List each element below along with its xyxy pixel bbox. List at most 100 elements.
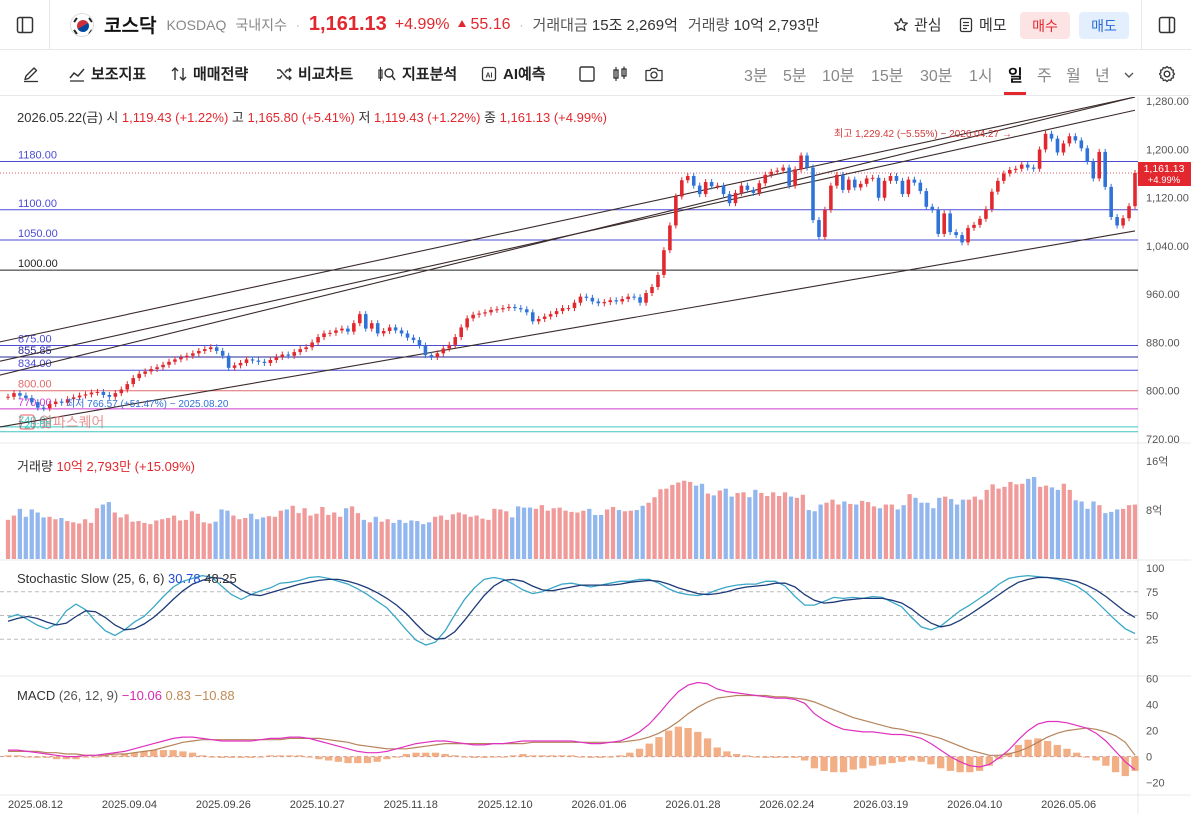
volume-bar [782, 492, 788, 559]
timeframe-more-button[interactable] [1118, 64, 1140, 86]
candle-body [316, 337, 320, 343]
macd-axis-label: 60 [1146, 674, 1158, 686]
volume-bar [545, 510, 550, 559]
candle-body [417, 340, 422, 346]
macd-histogram-bar [937, 756, 945, 769]
drawing-tool-button[interactable] [20, 63, 42, 85]
macd-histogram-bar [188, 752, 197, 757]
candle-body [429, 355, 434, 357]
macd-histogram-bar [1073, 752, 1081, 757]
ai-forecast-button[interactable]: AI AI예측 [480, 63, 546, 84]
macd-histogram-bar [324, 756, 333, 761]
analysis-button[interactable]: 지표분석 [377, 63, 457, 84]
macd-histogram-bar [14, 755, 22, 757]
volume-bar [290, 505, 295, 559]
timeframe-year[interactable]: 년 [1095, 68, 1110, 85]
macd-histogram-bar [1121, 756, 1129, 777]
macd-histogram-bar [490, 756, 498, 758]
volume-bar [960, 499, 966, 559]
timeframe-5min[interactable]: 5분 [783, 68, 807, 85]
chart-toolbar: 보조지표 매매전략 비교차트 지표분석 AI AI예측 3분 5분 10분 15… [0, 51, 1191, 96]
candle-body [280, 354, 285, 357]
side-panel-toggle-button[interactable] [1141, 0, 1191, 50]
x-axis-date-label: 2025.09.04 [102, 799, 157, 811]
volume-bar [1002, 486, 1007, 559]
price-axis-label: 1,120.00 [1146, 193, 1189, 205]
timeframe-3min[interactable]: 3분 [744, 68, 768, 85]
candle-body [876, 177, 881, 198]
volume-bar [11, 515, 17, 559]
macd-histogram-bar [762, 756, 770, 758]
sidebar-toggle-button[interactable] [0, 0, 50, 50]
volume-bar [343, 508, 349, 559]
candle-body [47, 404, 52, 409]
watch-button[interactable]: 관심 [893, 14, 942, 35]
timeframe-day[interactable]: 일 [1008, 68, 1023, 85]
candle-body [77, 395, 82, 398]
screenshot-button[interactable] [643, 63, 665, 85]
sell-button[interactable]: 매도 [1079, 12, 1129, 39]
panel-left-icon [16, 16, 33, 33]
volume-bar [35, 512, 40, 559]
indicator-button[interactable]: 보조지표 [68, 63, 146, 84]
volume-stat: 거래량 10억 2,793만 [687, 17, 820, 34]
macd-histogram-bar [577, 756, 585, 758]
macd-histogram-bar [169, 750, 177, 757]
x-axis-date-label: 2026.01.28 [665, 799, 720, 811]
macd-axis-label: −20 [1146, 778, 1165, 790]
volume-bar [557, 507, 562, 559]
macd-histogram-bar [441, 754, 449, 757]
timeframe-30min[interactable]: 30분 [920, 68, 953, 85]
macd-histogram-bar [830, 756, 838, 773]
buy-button[interactable]: 매수 [1020, 12, 1070, 39]
candle-body [1127, 206, 1131, 219]
timeframe-15min[interactable]: 15분 [871, 68, 904, 85]
volume-bar [1008, 481, 1013, 559]
strategy-button[interactable]: 매매전략 [170, 63, 248, 84]
candle-body [638, 297, 642, 303]
volume-bar [563, 510, 568, 559]
memo-button[interactable]: 메모 [958, 14, 1007, 35]
candle-body [763, 174, 768, 184]
layout-button[interactable] [576, 63, 598, 85]
candle-body [244, 359, 249, 363]
timeframe-week[interactable]: 주 [1037, 68, 1052, 85]
timeframe-1hour[interactable]: 1시 [969, 68, 993, 85]
volume-bar [551, 508, 556, 559]
macd-histogram-bar [1063, 748, 1071, 757]
candle-body [674, 196, 678, 226]
trendline [0, 97, 1136, 343]
volume-bar [142, 522, 147, 559]
volume-bar [23, 516, 28, 559]
candle-body [381, 331, 386, 334]
macd-histogram-bar [645, 743, 653, 757]
timeframe-month[interactable]: 월 [1066, 68, 1081, 85]
volume-bar [717, 490, 722, 559]
square-icon [579, 66, 595, 82]
volume-bar [409, 520, 414, 559]
separator-dot: · [519, 17, 524, 32]
current-price-tag [1138, 161, 1191, 186]
price-chart[interactable]: 1180.00 1100.00 1050.00 1000.00 875.00 855.85… [0, 97, 1191, 814]
volume-bar [575, 512, 580, 559]
volume-bar [616, 510, 622, 559]
volume-bar [432, 516, 438, 559]
volume-bar [865, 502, 871, 559]
x-axis-date-label: 2025.11.18 [384, 799, 438, 811]
candle-body [286, 354, 291, 356]
macd-histogram-bar [694, 731, 702, 757]
volume-bar [539, 505, 544, 559]
volume-bar [604, 509, 610, 559]
volume-bar [391, 522, 396, 559]
candle-body [59, 401, 64, 403]
candle-body [1133, 172, 1137, 207]
macd-histogram-bar [247, 756, 255, 758]
candle-body [477, 313, 481, 315]
settings-button[interactable] [1156, 63, 1178, 85]
candle-body [566, 308, 571, 310]
macd-histogram-bar [373, 756, 381, 762]
timeframe-10min[interactable]: 10분 [822, 68, 855, 85]
chart-type-button[interactable] [609, 63, 631, 85]
compare-button[interactable]: 비교차트 [275, 63, 353, 84]
volume-bar [818, 504, 823, 559]
